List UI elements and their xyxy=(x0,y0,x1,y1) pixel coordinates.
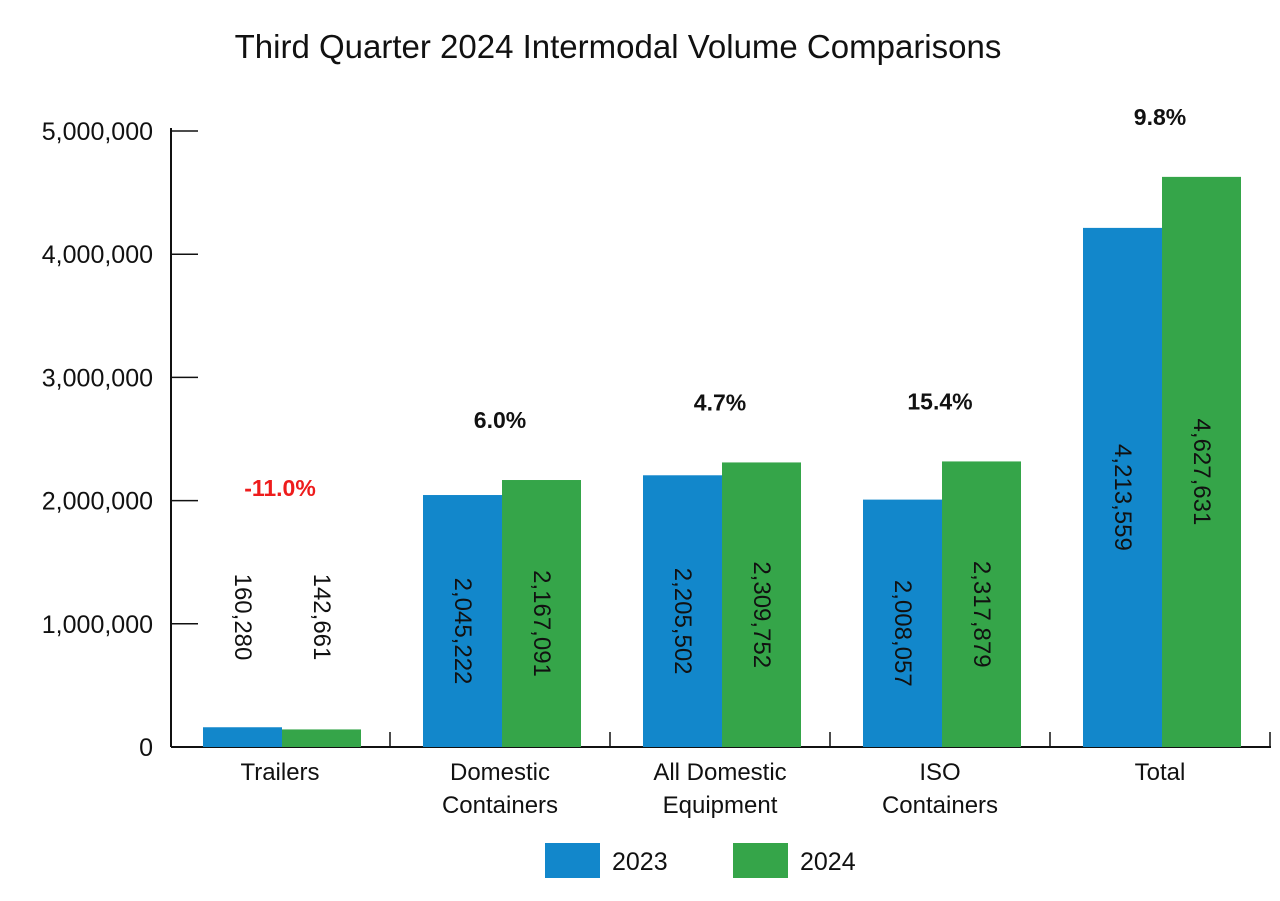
value-label: 2,167,091 xyxy=(528,570,555,677)
pct-change-label: 9.8% xyxy=(1134,104,1186,130)
pct-change-label: 4.7% xyxy=(694,389,746,415)
y-tick-label: 1,000,000 xyxy=(42,611,153,639)
x-tick-label: All Domestic xyxy=(653,759,786,786)
y-tick-label: 4,000,000 xyxy=(42,241,153,269)
value-label: 4,627,631 xyxy=(1188,419,1215,526)
x-tick-label: Equipment xyxy=(663,792,778,819)
labels: 160,280 142,661 -11.0% 2,045,222 2,167,091 6.… xyxy=(229,104,1215,687)
y-tick-label: 2,000,000 xyxy=(42,488,153,516)
bar-2024 xyxy=(502,480,581,747)
pct-change-label: 6.0% xyxy=(474,407,526,433)
bar-2024 xyxy=(942,461,1021,747)
pct-change-label: -11.0% xyxy=(244,475,316,501)
value-label: 4,213,559 xyxy=(1109,444,1136,551)
x-tick-label: Trailers xyxy=(240,759,319,786)
value-label: 2,008,057 xyxy=(889,580,916,687)
bar-2024 xyxy=(1162,176,1241,747)
value-label: 2,205,502 xyxy=(669,568,696,675)
bar-2023 xyxy=(643,475,722,747)
bar-2024 xyxy=(282,729,361,747)
chart-title: Third Quarter 2024 Intermodal Volume Com… xyxy=(235,28,1002,65)
bar-2023 xyxy=(863,499,942,747)
bar-2024 xyxy=(722,462,801,747)
bar-2023 xyxy=(203,727,282,747)
value-label: 2,317,879 xyxy=(968,561,995,668)
bars xyxy=(203,176,1241,747)
y-tick-label: 0 xyxy=(139,734,153,762)
bar-2023 xyxy=(1083,227,1162,747)
x-tick-label: ISO xyxy=(919,759,960,786)
x-tick-label: Domestic xyxy=(450,759,550,786)
legend-swatch-2024 xyxy=(733,843,788,878)
value-label: 2,045,222 xyxy=(449,578,476,685)
legend-label: 2024 xyxy=(800,848,856,876)
bar-2023 xyxy=(423,495,502,747)
x-tick-label: Containers xyxy=(442,792,558,819)
value-label: 2,309,752 xyxy=(748,561,775,668)
x-tick-label: Containers xyxy=(882,792,998,819)
legend-label: 2023 xyxy=(612,848,668,876)
legend-swatch-2023 xyxy=(545,843,600,878)
y-tick-label: 5,000,000 xyxy=(42,118,153,146)
y-tick-label: 3,000,000 xyxy=(42,364,153,392)
pct-change-label: 15.4% xyxy=(907,388,972,414)
axes: 0 1,000,000 2,000,000 3,000,000 4,000,000 5,0… xyxy=(42,118,1271,819)
value-label: 160,280 xyxy=(229,574,256,661)
value-label: 142,661 xyxy=(308,574,335,661)
legend: 2023 2024 xyxy=(545,843,856,878)
x-tick-label: Total xyxy=(1135,759,1186,786)
